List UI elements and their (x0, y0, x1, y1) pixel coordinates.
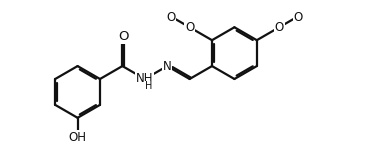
Text: O: O (185, 21, 194, 34)
Text: OH: OH (69, 131, 87, 144)
Text: O: O (293, 11, 303, 24)
Text: O: O (166, 12, 174, 22)
Text: N: N (163, 60, 171, 73)
Text: H: H (145, 81, 152, 91)
Text: O: O (166, 11, 175, 24)
Text: O: O (118, 30, 129, 43)
Text: O: O (294, 12, 303, 22)
Text: O: O (275, 21, 284, 34)
Text: NH: NH (136, 73, 154, 85)
